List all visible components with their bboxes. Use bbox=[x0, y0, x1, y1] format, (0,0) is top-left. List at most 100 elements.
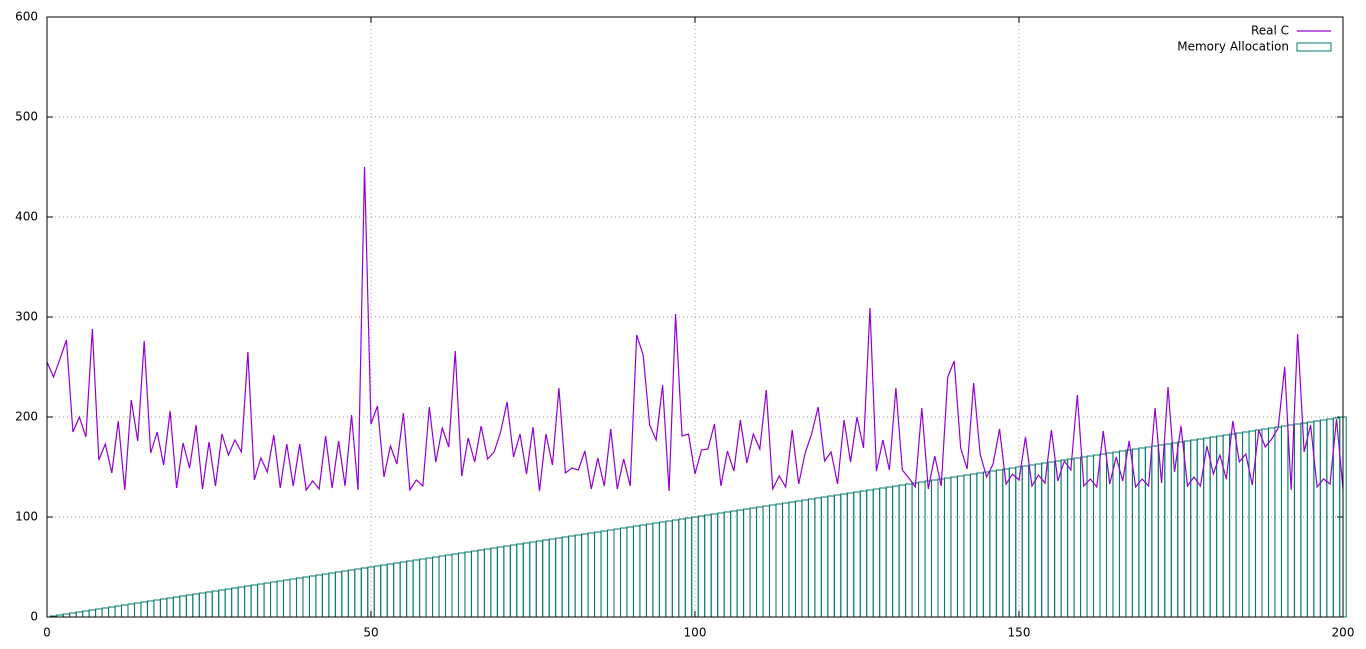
bar bbox=[1054, 460, 1062, 618]
bar bbox=[963, 474, 971, 618]
bar bbox=[464, 551, 472, 618]
bar bbox=[133, 602, 142, 618]
bar bbox=[730, 510, 738, 618]
bar bbox=[347, 569, 356, 618]
bar bbox=[1157, 444, 1166, 618]
bar bbox=[1125, 449, 1133, 618]
y-tick-label: 500 bbox=[15, 110, 38, 124]
bar bbox=[885, 486, 894, 618]
bar bbox=[522, 542, 531, 618]
bar bbox=[632, 525, 641, 618]
bar bbox=[1086, 455, 1095, 618]
bar bbox=[445, 554, 453, 618]
legend-label: Real C bbox=[1251, 24, 1289, 38]
x-tick-label: 150 bbox=[1008, 626, 1031, 640]
bar bbox=[769, 504, 777, 618]
bar bbox=[561, 536, 570, 618]
bar bbox=[1002, 468, 1010, 618]
plot-border bbox=[46, 16, 1344, 618]
bar bbox=[918, 481, 926, 618]
bar bbox=[289, 578, 297, 618]
bar bbox=[270, 581, 278, 618]
bar bbox=[244, 585, 252, 618]
bar bbox=[393, 562, 401, 618]
bar bbox=[976, 472, 984, 618]
bar bbox=[237, 586, 246, 618]
bar bbox=[185, 594, 194, 618]
bar bbox=[496, 546, 505, 618]
bar bbox=[283, 579, 291, 618]
bar bbox=[88, 609, 97, 618]
bar bbox=[1177, 441, 1185, 618]
bar bbox=[542, 539, 550, 618]
bar bbox=[879, 487, 887, 618]
bar bbox=[1196, 438, 1205, 618]
bar bbox=[645, 523, 654, 618]
bar bbox=[749, 507, 758, 618]
bar bbox=[587, 532, 596, 618]
bar bbox=[1118, 450, 1127, 618]
bar bbox=[905, 483, 913, 618]
bar bbox=[982, 471, 991, 618]
bar bbox=[652, 522, 660, 618]
bar bbox=[276, 580, 285, 618]
bar bbox=[548, 538, 557, 618]
bar bbox=[911, 482, 920, 618]
bar bbox=[1203, 437, 1211, 618]
bar bbox=[820, 496, 829, 618]
bar bbox=[483, 548, 492, 618]
bar bbox=[781, 502, 790, 618]
bar bbox=[341, 570, 349, 618]
bar bbox=[950, 476, 958, 618]
bar bbox=[406, 560, 414, 618]
bar bbox=[315, 574, 323, 618]
bar bbox=[1151, 445, 1159, 618]
bar bbox=[328, 572, 336, 618]
bar bbox=[775, 503, 783, 618]
y-tick-label: 600 bbox=[15, 10, 38, 24]
bar bbox=[218, 589, 226, 618]
bar bbox=[159, 598, 168, 618]
bar bbox=[257, 583, 265, 618]
bar bbox=[432, 556, 440, 618]
bar bbox=[451, 553, 459, 618]
bar bbox=[756, 506, 764, 618]
y-tick-label: 200 bbox=[15, 410, 38, 424]
bar bbox=[308, 575, 317, 618]
bar bbox=[166, 597, 174, 618]
bar bbox=[827, 495, 835, 618]
bar bbox=[1047, 461, 1056, 618]
bar bbox=[399, 561, 408, 618]
bar bbox=[490, 547, 498, 618]
bar bbox=[1021, 465, 1030, 618]
bar bbox=[380, 564, 388, 618]
bar bbox=[1280, 425, 1289, 618]
bar bbox=[833, 494, 842, 618]
bar bbox=[794, 500, 803, 618]
bar bbox=[956, 475, 965, 618]
bar bbox=[1300, 422, 1308, 618]
bar bbox=[626, 526, 634, 618]
bar bbox=[1319, 419, 1328, 618]
bar bbox=[1099, 453, 1107, 618]
x-tick-label: 0 bbox=[43, 626, 51, 640]
bar bbox=[121, 604, 129, 618]
bar bbox=[1060, 459, 1069, 618]
bar bbox=[678, 518, 686, 618]
bar bbox=[354, 568, 362, 618]
bar bbox=[710, 513, 719, 618]
bar bbox=[373, 565, 382, 618]
bar bbox=[736, 509, 745, 618]
bar bbox=[529, 541, 537, 618]
bar bbox=[639, 524, 647, 618]
bar bbox=[1255, 429, 1263, 618]
line bbox=[46, 166, 1344, 492]
bar bbox=[995, 469, 1004, 618]
bar bbox=[892, 485, 900, 618]
bar bbox=[600, 530, 609, 618]
bar bbox=[360, 567, 369, 618]
bar bbox=[321, 573, 330, 618]
bar bbox=[69, 612, 77, 618]
bar bbox=[1261, 428, 1269, 618]
bar bbox=[840, 493, 848, 618]
